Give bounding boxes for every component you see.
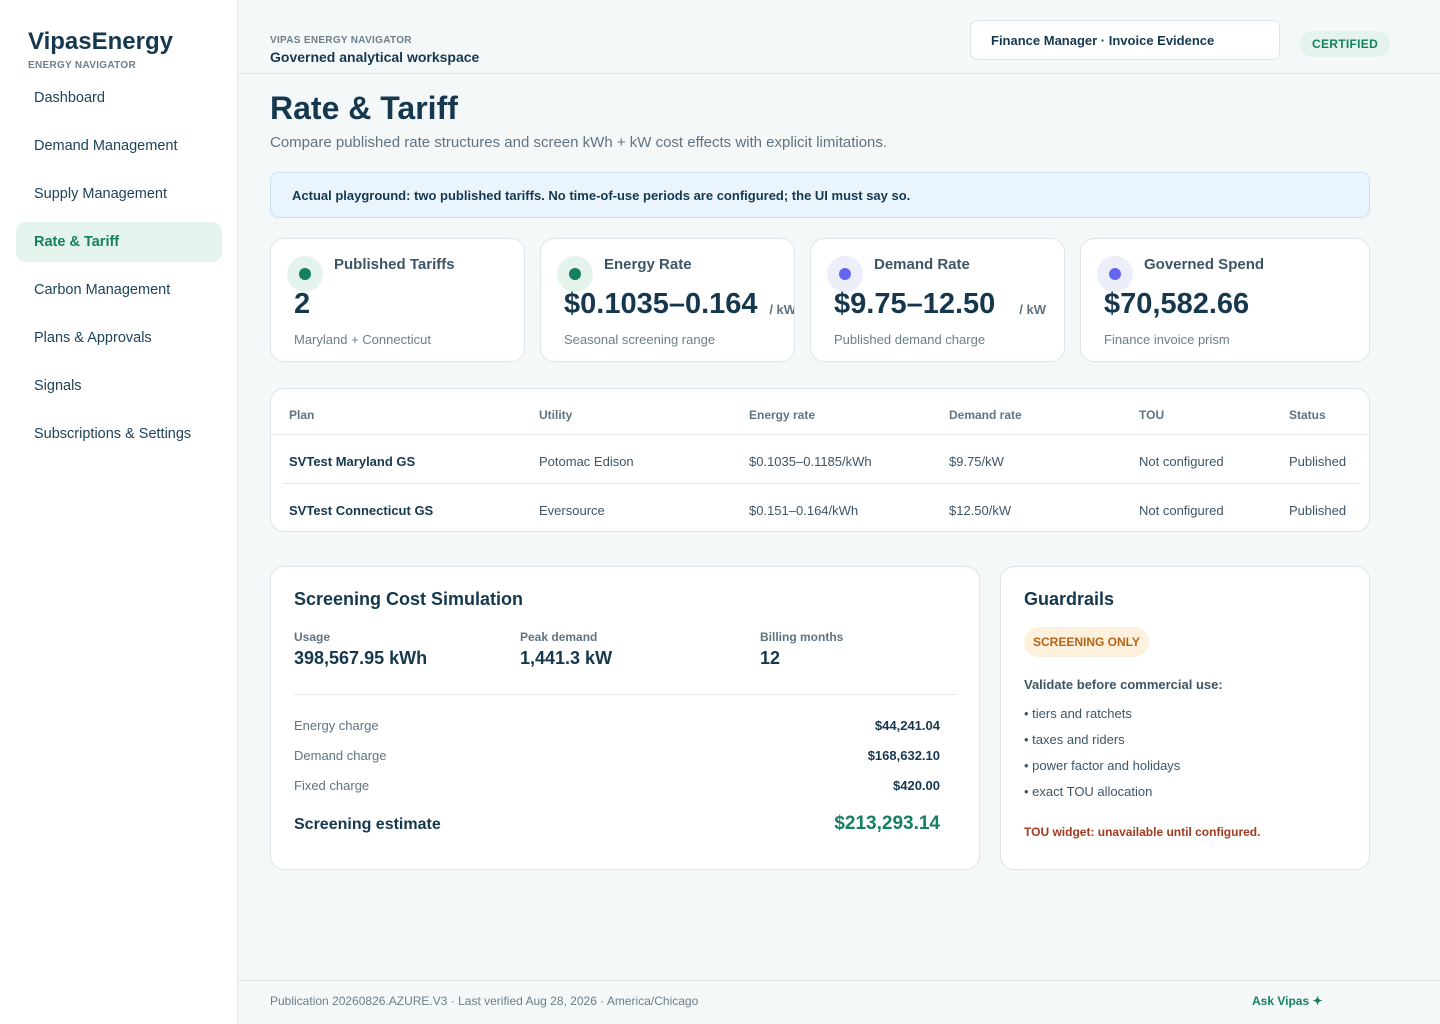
metric-label-usage: Usage [294,630,331,644]
kpi-unit: / kWh [769,302,795,317]
status-dot-icon [1097,256,1133,292]
status-dot-icon [557,256,593,292]
sidebar-item-carbon-management[interactable]: Carbon Management [34,282,171,298]
page-subtitle: Compare published rate structures and sc… [270,134,888,151]
divider [294,694,957,695]
footer: Publication 20260826.AZURE.V3 · Last ver… [239,980,1440,1024]
column-header-demand-rate[interactable]: Demand rate [949,408,1022,422]
sidebar-item-plans-approvals[interactable]: Plans & Approvals [34,330,152,346]
ask-vipas-button[interactable]: Ask Vipas ✦ [1252,994,1323,1008]
table-header: Plan Utility Energy rate Demand rate TOU… [271,389,1369,435]
sidebar-item-signals[interactable]: Signals [34,378,82,394]
column-header-plan[interactable]: Plan [289,408,315,422]
brand-logo[interactable]: VipasEnergy [28,28,173,55]
page-title: Rate & Tariff [270,90,458,126]
cell-energy-rate: $0.1035–0.1185/kWh [749,454,872,469]
metric-value-billing-months: 12 [760,648,781,668]
card-title: Guardrails [1024,589,1115,609]
status-dot-icon [287,256,323,292]
kpi-value: $0.1035–0.164 [564,288,758,320]
top-bar: VIPAS ENERGY NAVIGATOR Governed analytic… [239,0,1440,74]
kpi-value: $9.75–12.50 [834,288,996,320]
screening-cost-simulation-card: Screening Cost Simulation Usage 398,567.… [270,566,980,870]
cell-status: Published [1289,503,1347,518]
demand-charge-value: $168,632.10 [867,748,940,763]
role-selector[interactable]: Finance Manager · Invoice Evidence [970,20,1280,60]
column-header-tou[interactable]: TOU [1139,408,1165,422]
guardrails-list: • tiers and ratchets • taxes and riders … [1024,706,1180,810]
kpi-unit: / kW [1019,302,1046,317]
sidebar-nav: Dashboard Demand Management Supply Manag… [16,78,222,462]
list-item: • taxes and riders [1024,732,1125,747]
kpi-label: Energy Rate [604,256,692,273]
cell-demand-rate: $9.75/kW [949,454,1004,469]
kpi-value: 2 [294,288,311,320]
metric-value-usage: 398,567.95 kWh [294,648,428,668]
guardrails-card: Guardrails SCREENING ONLY Validate befor… [1000,566,1370,870]
sidebar: VipasEnergy ENERGY NAVIGATOR Dashboard D… [0,0,238,1024]
kpi-caption: Seasonal screening range [564,332,716,347]
kpi-caption: Finance invoice prism [1104,332,1230,347]
metric-value-peak-demand: 1,441.3 kW [520,648,613,668]
tou-warning: TOU widget: unavailable until configured… [1024,825,1261,839]
cell-plan: SVTest Connecticut GS [289,503,434,518]
list-item: • tiers and ratchets [1024,706,1132,721]
kpi-caption: Maryland + Connecticut [294,332,431,347]
workspace-title: Governed analytical workspace [270,49,480,65]
kpi-label: Published Tariffs [334,256,455,273]
list-item: • power factor and holidays [1024,758,1181,773]
fixed-charge-label: Fixed charge [294,778,370,793]
status-dot-icon [827,256,863,292]
table-row[interactable]: SVTest Connecticut GS Eversource $0.151–… [283,485,1359,531]
cell-plan: SVTest Maryland GS [289,454,416,469]
screening-only-badge: SCREENING ONLY [1024,627,1149,657]
cell-status: Published [1289,454,1347,469]
certified-badge: CERTIFIED [1300,31,1391,57]
table-row[interactable]: SVTest Maryland GS Potomac Edison $0.103… [283,436,1359,484]
kpi-value: $70,582.66 [1104,288,1250,320]
kpi-label: Governed Spend [1144,256,1265,273]
kpi-label: Demand Rate [874,256,970,273]
kpi-card-published-tariffs: Published Tariffs 2 Maryland + Connectic… [270,238,525,362]
metric-label-peak-demand: Peak demand [520,630,598,644]
sidebar-item-subscriptions-settings[interactable]: Subscriptions & Settings [34,426,192,442]
info-notice: Actual playground: two published tariffs… [270,172,1370,218]
column-header-status[interactable]: Status [1289,408,1326,422]
guardrails-heading: Validate before commercial use: [1024,677,1223,692]
tariff-table: Plan Utility Energy rate Demand rate TOU… [270,388,1370,532]
cell-tou: Not configured [1139,454,1224,469]
kpi-card-energy-rate: Energy Rate $0.1035–0.164 / kWh Seasonal… [540,238,795,362]
workspace-kicker: VIPAS ENERGY NAVIGATOR [270,35,412,46]
list-item: • exact TOU allocation [1024,784,1153,799]
demand-charge-label: Demand charge [294,748,387,763]
screening-estimate-value: $213,293.14 [834,813,940,834]
sidebar-item-demand-management[interactable]: Demand Management [34,138,178,154]
card-title: Screening Cost Simulation [294,589,524,609]
kpi-card-demand-rate: Demand Rate $9.75–12.50 / kW Published d… [810,238,1065,362]
publication-info: Publication 20260826.AZURE.V3 · Last ver… [270,994,699,1008]
cell-utility: Potomac Edison [539,454,634,469]
cell-energy-rate: $0.151–0.164/kWh [749,503,859,518]
sidebar-item-supply-management[interactable]: Supply Management [34,186,167,202]
sidebar-item-dashboard[interactable]: Dashboard [34,90,105,106]
sidebar-item-rate-tariff[interactable]: Rate & Tariff [16,222,222,262]
fixed-charge-value: $420.00 [893,778,940,793]
cell-tou: Not configured [1139,503,1224,518]
kpi-card-governed-spend: Governed Spend $70,582.66 Finance invoic… [1080,238,1370,362]
brand-subtitle: ENERGY NAVIGATOR [28,60,136,71]
kpi-caption: Published demand charge [834,332,986,347]
screening-estimate-label: Screening estimate [294,816,441,833]
cell-demand-rate: $12.50/kW [949,503,1012,518]
cell-utility: Eversource [539,503,605,518]
column-header-energy-rate[interactable]: Energy rate [749,408,816,422]
energy-charge-value: $44,241.04 [874,718,940,733]
column-header-utility[interactable]: Utility [539,408,573,422]
energy-charge-label: Energy charge [294,718,379,733]
metric-label-billing-months: Billing months [760,630,844,644]
